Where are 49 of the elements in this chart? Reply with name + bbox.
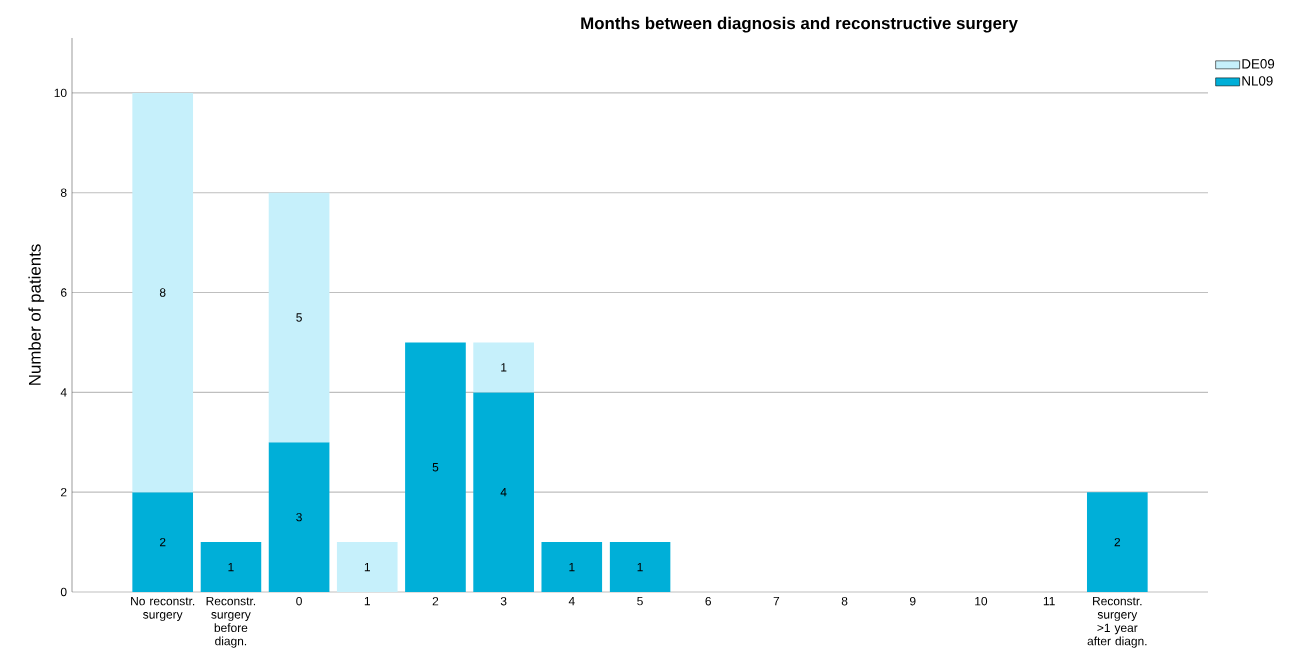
data-label: 1 [364, 562, 370, 572]
y-tick-label: 4 [60, 388, 67, 397]
data-label: 2 [159, 537, 166, 547]
x-tick-label: 4 [568, 596, 575, 606]
bar [405, 342, 466, 592]
bar [200, 542, 262, 592]
bar [132, 492, 194, 592]
bar [1086, 492, 1148, 592]
bar [473, 392, 534, 592]
x-tick-label: 8 [841, 596, 848, 606]
chart-title: Months between diagnosis and reconstructive surgery [581, 16, 1018, 33]
bar [609, 542, 671, 592]
x-tick-label: No reconstr. surgery [131, 596, 195, 621]
x-tick-label: 10 [975, 596, 988, 606]
y-tick-label: 6 [61, 288, 67, 297]
data-label: 2 [1114, 537, 1121, 547]
x-tick-label: 3 [500, 596, 507, 606]
x-tick-label: Reconstr. surgery before diagn. [206, 596, 256, 648]
y-tick-label: 8 [60, 188, 67, 197]
bar [268, 442, 330, 592]
bar [336, 542, 398, 592]
data-label: 1 [501, 363, 507, 372]
x-tick-label: 0 [296, 596, 302, 606]
data-label: 1 [637, 562, 643, 572]
x-tick-label: 1 [364, 596, 370, 606]
bar [541, 542, 603, 592]
x-tick-label: 7 [773, 596, 780, 606]
x-tick-label: 11 [1043, 596, 1055, 606]
x-tick-label: 6 [705, 596, 711, 606]
data-label: 4 [500, 488, 507, 497]
bar [132, 92, 194, 493]
y-axis-title: Number of patients [28, 244, 45, 385]
bar [268, 192, 330, 443]
data-label: 8 [159, 288, 166, 297]
bar [473, 342, 534, 393]
data-label: 5 [432, 463, 439, 472]
data-label: 3 [296, 512, 302, 522]
data-label: 5 [296, 313, 302, 322]
x-tick-label: Reconstr. surgery >1 year after diagn. [1087, 596, 1147, 648]
legend-label: DE09 [1242, 59, 1275, 69]
data-label: 1 [228, 562, 234, 572]
x-tick-label: 9 [909, 596, 916, 606]
y-tick-label: 0 [60, 587, 67, 597]
data-label: 1 [569, 562, 575, 572]
x-tick-label: 5 [637, 596, 643, 606]
legend-label: NL09 [1242, 76, 1273, 86]
x-tick-label: 2 [432, 596, 439, 606]
y-tick-label: 10 [54, 88, 67, 98]
y-tick-label: 2 [61, 488, 67, 497]
